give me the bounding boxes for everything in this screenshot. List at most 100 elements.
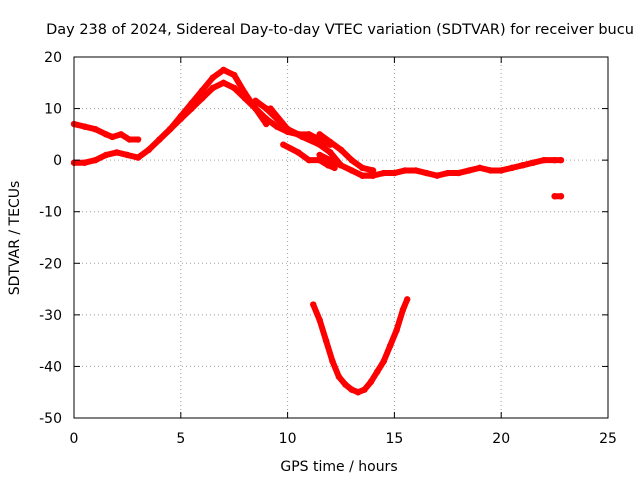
data-point (348, 156, 355, 164)
x-tick-label: 5 (176, 431, 185, 447)
data-point (386, 342, 394, 349)
x-axis-label: GPS time / hours (280, 459, 397, 475)
data-point (316, 131, 323, 138)
data-point (374, 368, 381, 375)
data-point (530, 159, 537, 166)
data-point (369, 167, 377, 174)
data-point (327, 156, 334, 164)
data-point (305, 156, 313, 164)
data-point (361, 386, 368, 393)
data-point (188, 100, 195, 107)
x-tick-label: 20 (492, 431, 510, 447)
series-late-track (359, 156, 565, 179)
series-descending-c (316, 131, 377, 174)
series-isolated (551, 193, 565, 200)
data-point (476, 164, 484, 172)
series-descending-b (280, 141, 338, 172)
data-point (359, 164, 366, 172)
chart-title: Day 238 of 2024, Sidereal Day-to-day VTE… (46, 22, 634, 38)
data-point (391, 169, 398, 177)
y-axis-label: SDTVAR / TECUs (7, 181, 23, 296)
data-point (322, 337, 330, 344)
data-point (109, 133, 116, 141)
data-point (433, 172, 441, 179)
data-point (145, 146, 152, 154)
data-segment (316, 317, 330, 344)
data-point (359, 172, 366, 179)
data-point (263, 120, 270, 128)
y-tick-label: -50 (39, 411, 62, 427)
data-point (134, 136, 142, 143)
data-point (209, 74, 217, 81)
x-tick-labels: 0 5 10 15 20 25 (70, 431, 617, 447)
x-tick-label: 25 (599, 431, 617, 447)
series-v-arc (310, 296, 411, 396)
data-point (444, 169, 451, 177)
data-point (102, 151, 110, 159)
data-point (209, 84, 217, 92)
data-point (380, 358, 387, 365)
data-point (465, 167, 473, 174)
series-early-upper (70, 120, 142, 143)
data-segment (267, 105, 291, 133)
data-point (316, 316, 323, 324)
data-point (412, 167, 419, 174)
plot-frame (73, 56, 609, 419)
y-tick-label: 20 (44, 50, 62, 66)
data-point (557, 156, 565, 164)
x-tick-label: 10 (279, 431, 297, 447)
data-point (220, 79, 227, 86)
data-point (551, 193, 558, 200)
data-point (267, 105, 274, 112)
data-point (329, 358, 336, 365)
data-point (241, 89, 249, 97)
y-tick-label: -30 (39, 308, 62, 324)
data-point (380, 169, 387, 177)
data-point (342, 381, 349, 388)
data-segment (231, 72, 248, 97)
data-point (423, 169, 430, 177)
data-segment (393, 306, 406, 334)
data-point (337, 146, 345, 154)
data-point (280, 141, 287, 148)
x-tick-label: 0 (70, 431, 79, 447)
data-point (455, 169, 462, 177)
data-point (177, 113, 184, 120)
data-point (166, 126, 174, 133)
data-point (273, 123, 281, 130)
data-point (299, 133, 306, 141)
data-point (316, 151, 323, 159)
data-point (354, 389, 362, 396)
data-point (220, 66, 227, 74)
y-tick-label: 10 (44, 102, 62, 118)
x-tick-label: 15 (385, 431, 403, 447)
data-point (92, 126, 99, 133)
data-point (399, 306, 407, 313)
data-point (252, 97, 259, 105)
axis-ticks (73, 56, 609, 419)
data-point (327, 138, 334, 146)
data-point (316, 141, 323, 148)
data-point (198, 87, 206, 94)
data-point (348, 386, 355, 393)
data-point (81, 159, 88, 166)
y-tick-labels: 20 10 0 -10 -20 -30 -40 -50 (39, 50, 62, 427)
data-point (102, 131, 110, 138)
data-point (126, 136, 133, 143)
y-tick-label: -40 (39, 359, 62, 375)
data-series (70, 66, 565, 396)
data-point (557, 193, 565, 200)
data-point (231, 71, 238, 79)
data-point (337, 162, 345, 169)
data-point (284, 126, 291, 133)
data-point (335, 373, 343, 380)
y-tick-label: 0 (53, 153, 62, 169)
data-point (113, 149, 120, 156)
data-point (231, 84, 238, 92)
y-tick-label: -20 (39, 256, 62, 272)
data-point (369, 172, 377, 179)
data-point (134, 154, 142, 161)
data-point (117, 131, 125, 138)
gridlines (74, 57, 608, 418)
